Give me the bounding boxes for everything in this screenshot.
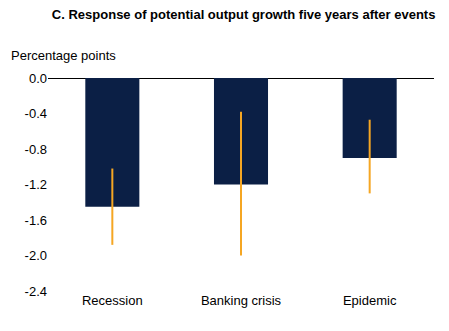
svg-text:Recession: Recession bbox=[82, 293, 143, 308]
svg-text:-0.8: -0.8 bbox=[25, 142, 47, 157]
svg-text:-2.4: -2.4 bbox=[25, 284, 47, 299]
svg-text:Epidemic: Epidemic bbox=[343, 293, 397, 308]
svg-text:-1.6: -1.6 bbox=[25, 213, 47, 228]
svg-text:0.0: 0.0 bbox=[29, 71, 47, 86]
svg-text:Banking crisis: Banking crisis bbox=[201, 293, 282, 308]
svg-text:Percentage points: Percentage points bbox=[11, 48, 116, 63]
svg-text:-2.0: -2.0 bbox=[25, 248, 47, 263]
svg-text:-1.2: -1.2 bbox=[25, 177, 47, 192]
svg-text:C. Response of potential outpu: C. Response of potential output growth f… bbox=[52, 7, 436, 22]
svg-text:-0.4: -0.4 bbox=[25, 106, 47, 121]
